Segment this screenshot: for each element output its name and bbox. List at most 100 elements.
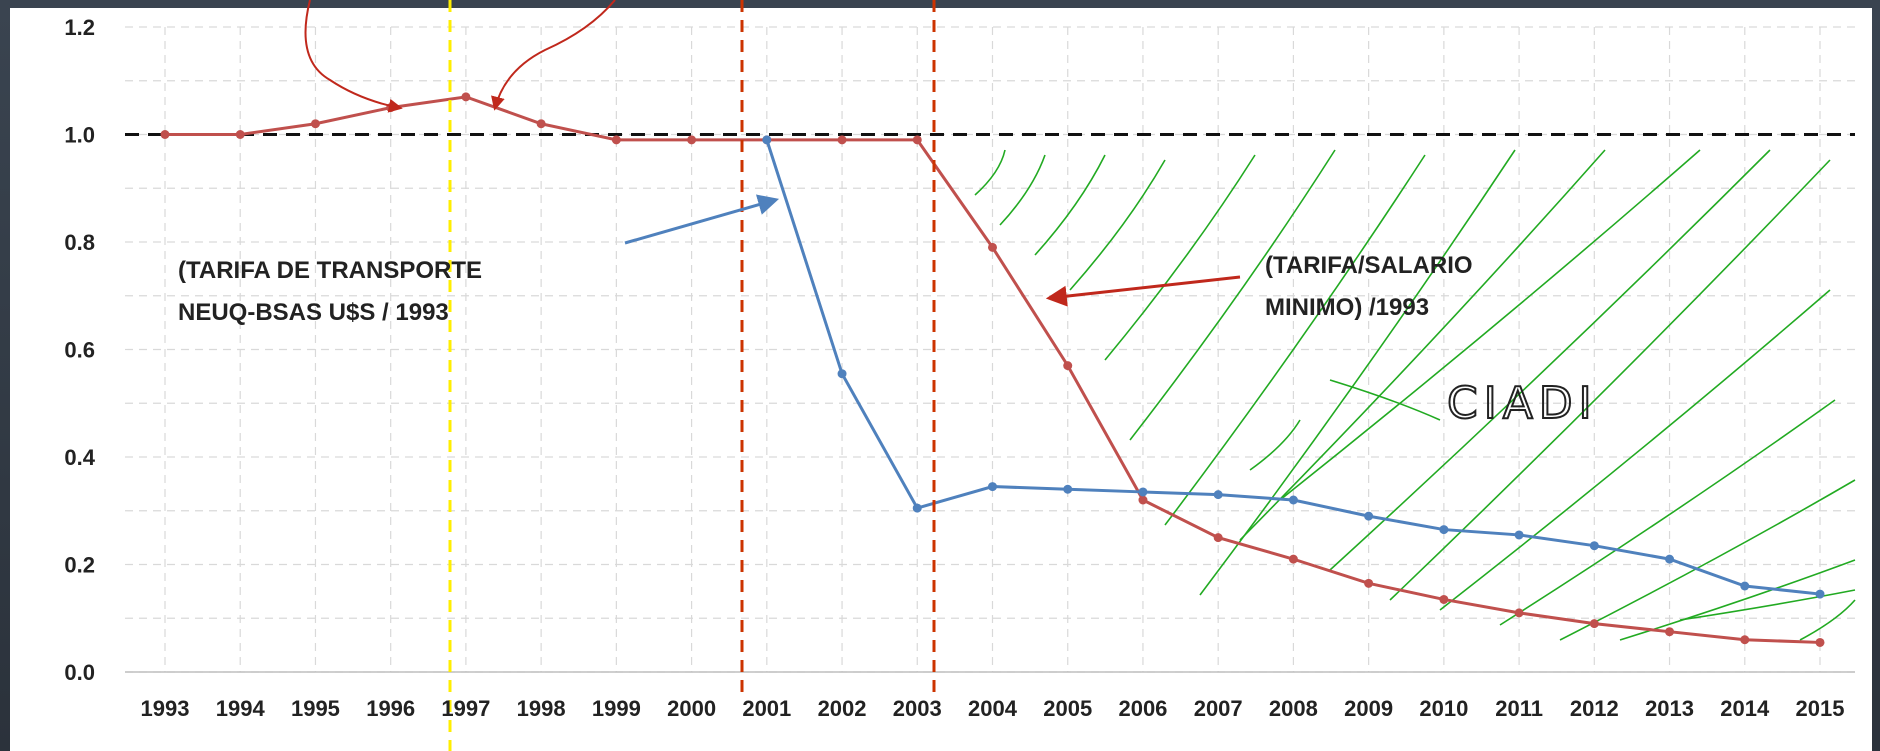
data-point: [1815, 589, 1825, 599]
y-tick-label: 0.8: [64, 230, 95, 255]
data-point: [1063, 484, 1073, 494]
data-point: [687, 135, 697, 145]
data-point: [611, 135, 621, 145]
x-tick-label: 2004: [968, 696, 1018, 721]
data-point: [1288, 554, 1298, 564]
hatch-stroke: [1069, 159, 1166, 291]
data-point: [762, 135, 772, 145]
data-point: [912, 503, 922, 513]
x-tick-label: 2013: [1645, 696, 1694, 721]
tick-labels: 0.0 0.2 0.4 0.6 0.8 1.0 1.2 1993 1994 1995 1996 199…: [64, 15, 1844, 721]
hatch-stroke: [1499, 399, 1836, 626]
hatch-stroke: [1034, 154, 1106, 256]
hatch-stroke: [1329, 379, 1441, 421]
x-tick-label: 2015: [1796, 696, 1845, 721]
hatch-stroke: [1164, 154, 1426, 526]
x-tick-label: 1999: [592, 696, 641, 721]
data-point: [461, 92, 471, 102]
data-point: [1439, 525, 1449, 535]
handwritten-ciadi: CIADI: [1447, 378, 1598, 429]
data-point: [988, 242, 997, 252]
red-series-label: MINIMO) /1993: [1265, 294, 1429, 321]
data-point: [160, 130, 170, 139]
chart-panel: [10, 8, 1872, 751]
y-tick-label: 0.2: [64, 553, 95, 578]
x-tick-label: 1993: [141, 696, 190, 721]
arrow-red-1996: [304, 0, 403, 113]
data-point: [1213, 490, 1223, 500]
data-point: [1138, 495, 1148, 505]
hatch-stroke: [1799, 599, 1856, 641]
x-tick-label: 2007: [1194, 696, 1243, 721]
y-tick-label: 0.6: [64, 338, 95, 363]
hatch-stroke: [1199, 149, 1516, 596]
hatch-stroke: [1559, 479, 1856, 641]
x-tick-label: 1997: [441, 696, 490, 721]
data-point: [1288, 495, 1298, 505]
x-tick-label: 2006: [1118, 696, 1167, 721]
data-point: [235, 130, 245, 139]
data-point: [1740, 581, 1750, 591]
hatch-stroke: [1104, 154, 1256, 361]
data-point: [1364, 578, 1374, 588]
x-tick-label: 2005: [1043, 696, 1092, 721]
x-tick-label: 1996: [366, 696, 415, 721]
hatch-stroke: [1129, 149, 1336, 441]
x-tick-label: 2002: [818, 696, 867, 721]
annotations: (TARIFA DE TRANSPORTE NEUQ-BSAS U$S / 199…: [178, 252, 1598, 430]
x-tick-label: 2014: [1720, 696, 1770, 721]
hatch-stroke: [1329, 149, 1771, 571]
data-point: [310, 119, 320, 129]
data-point: [1138, 487, 1148, 497]
data-point: [1665, 554, 1675, 564]
hatch-stroke: [974, 149, 1006, 196]
blue-series-label: (TARIFA DE TRANSPORTE: [178, 257, 482, 284]
data-point: [1063, 361, 1073, 371]
hatch-stroke: [1249, 419, 1301, 471]
hatch-stroke: [1679, 589, 1856, 621]
vertical-markers: [448, 0, 936, 751]
data-point: [837, 135, 847, 145]
y-tick-label: 1.0: [64, 123, 95, 148]
arrow-blue: [624, 194, 780, 245]
x-tick-label: 2009: [1344, 696, 1393, 721]
annotation-arrows: [304, 0, 1241, 307]
data-point: [1364, 511, 1374, 521]
hatch-stroke: [1279, 149, 1701, 501]
hatch-stroke: [1439, 289, 1831, 611]
y-tick-label: 0.0: [64, 660, 95, 685]
x-tick-label: 1998: [517, 696, 566, 721]
x-tick-label: 2010: [1419, 696, 1468, 721]
series-lines: [160, 92, 1825, 647]
x-tick-label: 1995: [291, 696, 340, 721]
y-tick-label: 1.2: [64, 15, 95, 40]
x-tick-label: 2000: [667, 696, 716, 721]
x-tick-label: 2001: [742, 696, 791, 721]
x-tick-label: 2012: [1570, 696, 1619, 721]
x-tick-label: 1994: [216, 696, 266, 721]
hatch-stroke: [1389, 159, 1831, 601]
arrow-red: [1045, 275, 1241, 307]
hatch-stroke: [999, 154, 1046, 226]
x-tick-label: 2011: [1495, 696, 1543, 721]
data-point: [912, 135, 922, 145]
blue-series-label: NEUQ-BSAS U$S / 1993: [178, 299, 449, 326]
data-point: [1213, 533, 1223, 543]
grid: [125, 26, 1855, 673]
data-point: [1514, 608, 1524, 618]
arrow-red-1997: [491, 0, 616, 111]
data-point: [1589, 541, 1599, 551]
red-series-label: (TARIFA/SALARIO: [1265, 252, 1473, 279]
data-point: [1665, 627, 1675, 637]
data-point: [1439, 594, 1449, 604]
x-tick-label: 2008: [1269, 696, 1318, 721]
data-point: [988, 482, 997, 492]
data-point: [1815, 637, 1825, 647]
data-point: [1514, 530, 1524, 540]
y-tick-label: 0.4: [64, 445, 95, 470]
data-point: [1589, 619, 1599, 629]
data-point: [1740, 635, 1750, 645]
data-point: [837, 369, 847, 379]
